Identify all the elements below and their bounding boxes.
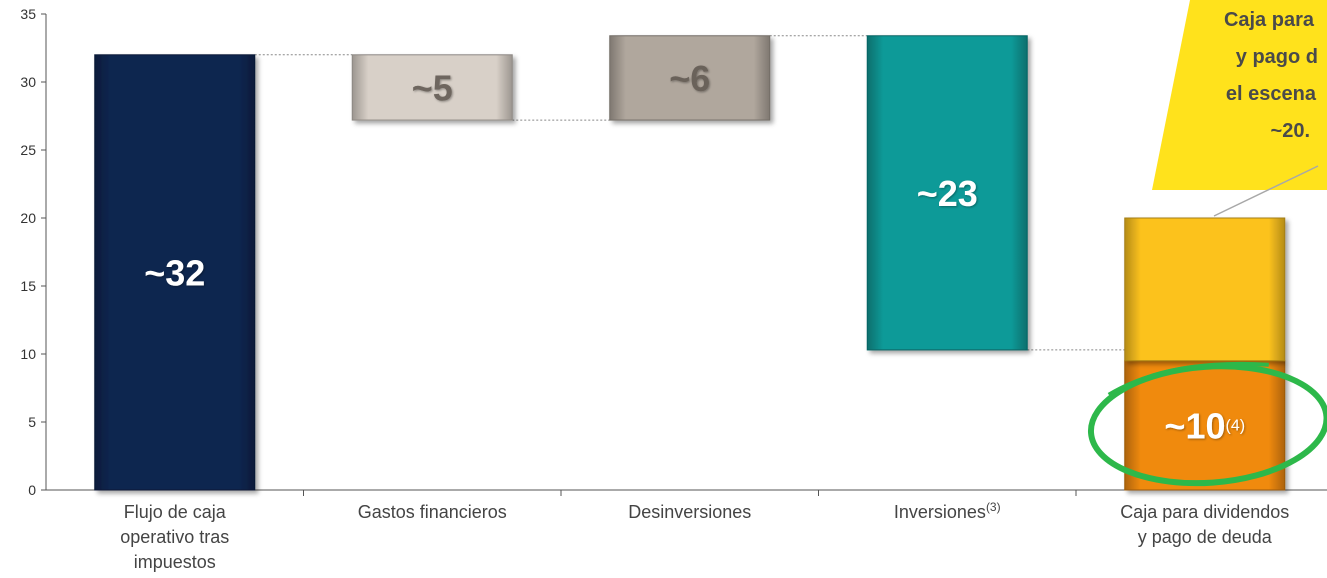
highlight-layer [1087, 361, 1327, 487]
bar-segment [1124, 360, 1286, 491]
x-category-label: Inversiones(3) [894, 500, 1001, 522]
x-category-label: Caja para dividendos [1120, 502, 1289, 522]
x-category-label: operativo tras [120, 527, 229, 547]
y-tick-label: 5 [28, 414, 36, 430]
y-tick-label: 15 [20, 278, 36, 294]
waterfall-bar [609, 35, 771, 121]
x-category-label: y pago de deuda [1138, 527, 1273, 547]
bar-value-label: ~5 [412, 67, 453, 108]
annotation-text-line: ~20. [1271, 120, 1310, 142]
y-tick-label: 10 [20, 346, 36, 362]
bar-value-label: ~32 [144, 252, 205, 293]
waterfall-bar [351, 54, 513, 121]
annotation-text-line: el escena [1226, 83, 1317, 105]
connector-layer [254, 35, 1125, 351]
x-category-label: impuestos [134, 552, 216, 572]
waterfall-bar [866, 35, 1028, 351]
annotation-layer: Caja para y pago d el escena ~20. [1152, 0, 1327, 217]
bar-value-label: ~6 [669, 58, 710, 99]
annotation-text-line: y pago d [1236, 46, 1318, 68]
waterfall-bar [94, 54, 256, 491]
y-tick-label: 20 [20, 210, 36, 226]
y-tick-label: 0 [28, 482, 36, 498]
y-tick-label: 30 [20, 74, 36, 90]
x-category-label: Desinversiones [628, 502, 751, 522]
y-tick-label: 25 [20, 142, 36, 158]
axis-layer: 0 5 10 15 20 25 30 35 Flujo de caja operativo tra… [20, 6, 1327, 572]
bar-layer [94, 35, 1286, 491]
annotation-leader-line [1213, 165, 1319, 217]
x-category-label: Gastos financieros [358, 502, 507, 522]
bar-value-label: ~23 [917, 173, 978, 214]
highlight-stroke [1107, 361, 1269, 397]
bar-segment [1124, 217, 1286, 362]
annotation-text-line: Caja para [1224, 9, 1315, 31]
annotation-callout [1152, 0, 1327, 190]
x-category-label: Flujo de caja [124, 502, 227, 522]
y-tick-label: 35 [20, 6, 36, 22]
